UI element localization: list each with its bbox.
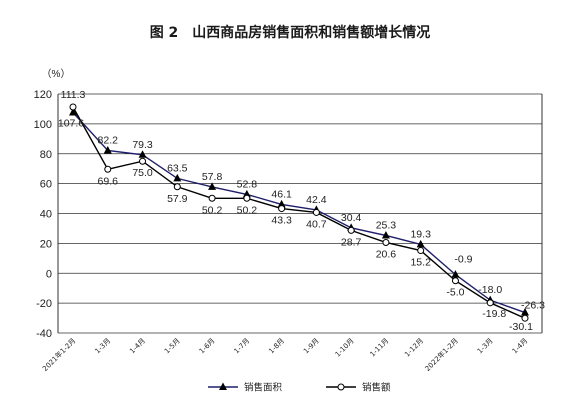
data-label: -5.0 xyxy=(446,287,464,299)
x-axis-ticks: 2021年1-2月 1-3月 1-4月 1-5月 1-6月 1-7月 1-8月 1-9月 1-1… xyxy=(40,336,529,373)
data-label: 43.3 xyxy=(271,215,292,227)
y-tick-label: 20 xyxy=(40,238,52,250)
point-marker xyxy=(69,103,77,111)
series-line-1 xyxy=(72,106,526,319)
point-marker xyxy=(278,205,286,213)
legend-marker xyxy=(219,382,227,390)
x-tick-label: 1-3月 xyxy=(476,337,495,356)
y-tick-label: 0 xyxy=(46,268,52,280)
data-label: 50.2 xyxy=(237,204,258,216)
data-label: 50.2 xyxy=(202,204,223,216)
y-axis-ticks: -40 -20 0 20 40 60 80 100 120 xyxy=(34,89,52,340)
y-axis-unit: （%） xyxy=(42,68,71,80)
point-marker xyxy=(208,194,216,202)
series-line-0 xyxy=(72,112,526,314)
data-label: 79.3 xyxy=(132,139,153,151)
point-marker xyxy=(312,208,320,216)
data-label: -0.9 xyxy=(454,254,472,266)
x-tick-label: 1-5月 xyxy=(163,337,182,356)
data-label: 111.3 xyxy=(61,89,86,101)
point-marker xyxy=(277,199,286,208)
y-tick-label: 100 xyxy=(34,119,52,131)
data-label: 52.8 xyxy=(237,178,258,190)
data-label: -18.0 xyxy=(478,284,502,296)
point-marker xyxy=(521,314,529,322)
data-label: -26.3 xyxy=(521,300,545,312)
data-label: 30.4 xyxy=(341,212,362,224)
data-labels: 107.6 82.2 79.3 63.5 57.8 52.8 46.1 42.4 30.4 25.… xyxy=(58,89,545,333)
series-layer xyxy=(69,103,529,322)
x-tick-label: 1-6月 xyxy=(198,337,217,356)
data-label: 82.2 xyxy=(98,134,119,146)
point-marker xyxy=(416,239,425,248)
data-label: 15.2 xyxy=(410,257,431,269)
data-label: 20.6 xyxy=(376,248,397,260)
x-tick-label: 1-4月 xyxy=(511,337,530,356)
data-label: 25.3 xyxy=(376,219,397,231)
legend-label: 销售额 xyxy=(362,382,391,394)
data-label: 42.4 xyxy=(306,194,327,206)
point-marker xyxy=(347,226,355,234)
point-marker xyxy=(69,108,77,116)
point-marker xyxy=(138,150,147,158)
x-tick-label: 1-3月 xyxy=(93,337,112,356)
x-tick-label: 1-4月 xyxy=(128,337,147,356)
y-tick-label: 40 xyxy=(40,209,52,221)
data-label: -30.1 xyxy=(509,321,533,333)
y-tick-label: 60 xyxy=(40,179,52,191)
data-label: 107.6 xyxy=(58,118,84,130)
point-marker xyxy=(382,238,390,246)
point-marker xyxy=(104,165,112,173)
point-marker xyxy=(486,299,494,307)
x-tick-label: 1-9月 xyxy=(302,337,321,356)
data-label: -19.8 xyxy=(482,308,506,320)
data-label: 40.7 xyxy=(306,218,327,230)
point-marker xyxy=(381,230,390,239)
x-tick-label: 1-10月 xyxy=(334,337,356,359)
data-label: 63.5 xyxy=(167,162,188,174)
point-marker xyxy=(173,183,181,191)
point-marker xyxy=(451,277,459,285)
y-tick-label: -20 xyxy=(36,298,52,310)
x-tick-label: 1-11月 xyxy=(368,337,390,359)
x-tick-label: 2021年1-2月 xyxy=(40,336,77,373)
y-tick-label: 80 xyxy=(40,149,52,161)
point-marker xyxy=(417,247,425,255)
point-marker xyxy=(521,308,529,316)
y-tick-label: -40 xyxy=(36,328,52,340)
y-tick-label: 120 xyxy=(34,89,52,101)
point-marker xyxy=(243,194,251,202)
data-label: 28.7 xyxy=(341,236,362,248)
data-label: 57.8 xyxy=(202,171,223,183)
point-marker xyxy=(451,270,460,278)
data-label: 19.3 xyxy=(410,228,431,240)
x-tick-label: 1-12月 xyxy=(403,337,425,359)
data-label: 69.6 xyxy=(98,175,119,187)
data-label: 46.1 xyxy=(271,188,292,200)
x-tick-label: 2022年1-2月 xyxy=(423,336,460,373)
point-marker xyxy=(103,145,112,154)
gridlines xyxy=(58,93,542,334)
chart-title: 图 2 山西商品房销售面积和销售额增长情况 xyxy=(150,24,431,41)
data-label: 57.9 xyxy=(167,193,188,205)
x-tick-label: 1-8月 xyxy=(267,337,286,356)
x-tick-label: 1-7月 xyxy=(233,337,252,356)
legend-label: 销售面积 xyxy=(244,382,283,394)
legend-marker xyxy=(337,383,345,391)
point-marker xyxy=(173,173,182,182)
axes xyxy=(57,94,543,333)
point-marker xyxy=(139,157,147,165)
data-label: 75.0 xyxy=(132,167,153,179)
legend: 销售面积 销售额 xyxy=(208,382,391,394)
point-marker xyxy=(208,182,217,190)
